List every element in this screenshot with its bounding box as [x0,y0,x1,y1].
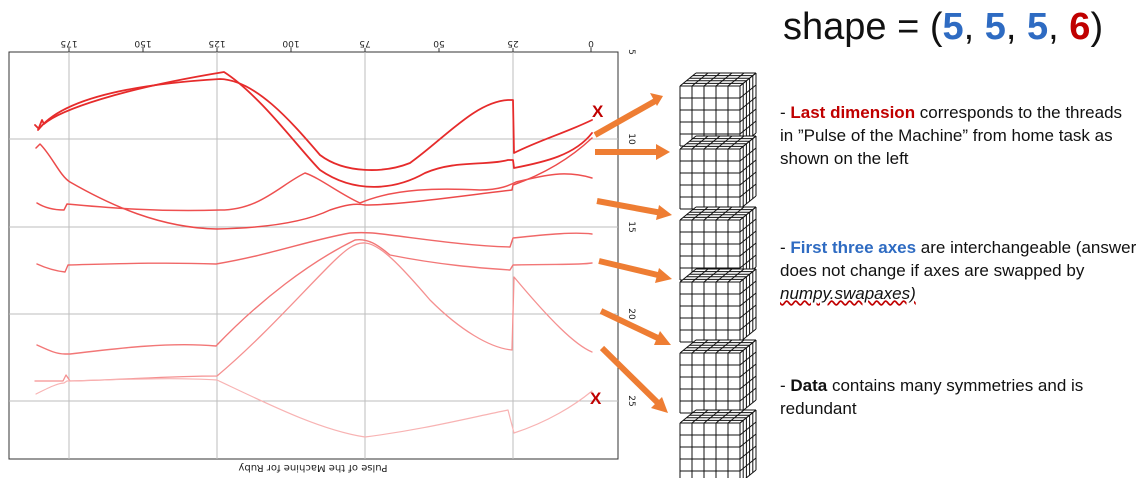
grid-cube [679,268,757,343]
grid-cube [679,206,757,281]
y-tick-label: 15 [626,221,636,232]
pulse-thread-8 [35,378,593,438]
x-tick-label: 75 [359,38,370,48]
plot-frame [8,51,619,460]
arrow [593,97,659,138]
x-mark: X [592,102,604,121]
arrow-head [650,93,663,106]
grid-cube [679,409,757,478]
arrow-head [656,144,670,160]
arrow-head [656,205,672,220]
x-tick-label: 25 [507,38,518,48]
x-tick-label: 100 [282,38,299,48]
x-mark: X [590,389,602,408]
pulse-thread-3 [35,137,593,230]
x-tick-marks [68,48,592,52]
arrow [599,345,663,408]
y-tick-label: 20 [626,308,636,320]
arrow-head [654,331,671,345]
y-tick-label: 25 [626,395,636,406]
tensor-cubes [679,72,757,478]
x-tick-label: 0 [588,38,594,48]
shape-title: shape = (5, 5, 5, 6) [783,6,1104,48]
note-last-dimension: - Last dimension corresponds to the thre… [780,103,1123,168]
pulse-thread-6 [36,238,593,355]
arrows [593,93,672,413]
x-tick-label: 150 [134,38,151,48]
pulse-thread-7 [34,242,593,382]
y-tick-label: 10 [626,133,636,145]
arrow-head [651,397,668,413]
arrow [596,198,663,216]
pulse-thread-4 [36,172,593,212]
note-data-redundant: - Data contains many symmetries and is r… [780,376,1084,418]
arrow-head [655,268,672,283]
grid-cube [679,135,757,210]
x-axis-label: Pulse of the Machine for Ruby [238,462,387,473]
arrow [599,308,664,343]
x-tick-label: 125 [208,38,225,48]
note-first-three-axes: - First three axes are interchangeable (… [780,238,1137,303]
gridlines [9,52,618,459]
pulse-thread-5 [36,231,593,273]
x-tick-label: 50 [433,38,445,48]
pulse-thread-2 [37,71,593,188]
x-tick-label: 175 [60,38,77,48]
y-tick-label: 5 [626,49,636,55]
grid-cube [679,72,757,147]
pulse-threads [34,71,593,438]
arrow [598,258,663,279]
grid-cube [679,339,757,414]
pulse-thread-1 [34,78,593,171]
